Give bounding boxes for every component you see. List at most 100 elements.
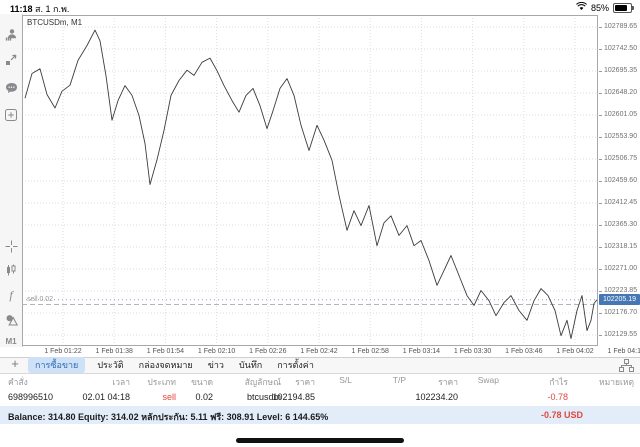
time-axis-label: 1 Feb 03:14 bbox=[402, 348, 441, 355]
table-header-type: ประเภท bbox=[147, 377, 176, 387]
chart-svg[interactable] bbox=[22, 15, 598, 346]
price-axis-tick bbox=[599, 203, 602, 204]
time-axis-label: 1 Feb 03:30 bbox=[453, 348, 492, 355]
trade-icon[interactable] bbox=[0, 51, 22, 69]
tab-item[interactable]: ข่าว bbox=[207, 359, 224, 370]
time-axis[interactable]: 1 Feb 01:22 1 Feb 01:38 1 Feb 01:54 1 Feb 0… bbox=[22, 347, 640, 357]
price-axis-label: 102459.60 bbox=[604, 177, 638, 184]
battery-percent: 85% bbox=[590, 2, 609, 13]
account-icon[interactable] bbox=[0, 25, 22, 43]
table-cell-volume: 0.02 bbox=[195, 392, 213, 402]
status-bar: 11:18 ส. 1 ก.พ. 85% bbox=[0, 0, 640, 14]
indicators-icon[interactable]: f bbox=[9, 287, 13, 302]
price-axis-tick bbox=[599, 137, 602, 138]
time-axis-label: 1 Feb 01:22 bbox=[44, 348, 82, 355]
price-axis-label: 102695.35 bbox=[604, 67, 638, 74]
price-axis-tick bbox=[599, 27, 602, 28]
table-header-swap: Swap bbox=[477, 375, 499, 385]
table-header-volume: ขนาด bbox=[191, 377, 213, 387]
table-cell-type: sell bbox=[162, 392, 176, 402]
price-axis-label: 102176.70 bbox=[604, 309, 638, 316]
price-axis-tick bbox=[599, 71, 602, 72]
table-cell-symbol: btcusdm bbox=[246, 392, 281, 402]
price-axis-tick bbox=[599, 269, 602, 270]
chart-symbol-label: BTCUSDm, M1 bbox=[27, 18, 83, 27]
price-axis-tick bbox=[599, 291, 602, 292]
price-axis-label: 102365.30 bbox=[604, 221, 638, 228]
time-axis-label: 1 Feb 02:10 bbox=[197, 348, 236, 355]
price-axis-label: 102506.75 bbox=[604, 155, 638, 162]
time-axis-label: 1 Feb 01:38 bbox=[95, 348, 133, 355]
table-cell-profit: -0.78 bbox=[547, 392, 568, 402]
floating-profit-loss: -0.78 USD bbox=[540, 410, 583, 420]
price-axis-label: 102129.55 bbox=[604, 331, 638, 338]
price-axis-label: 102742.50 bbox=[604, 45, 638, 52]
time-axis-label: 1 Feb 02:26 bbox=[249, 348, 287, 355]
table-header-tp: T/P bbox=[392, 375, 406, 385]
price-axis-tick bbox=[599, 247, 602, 248]
status-clock: 11:18 ส. 1 ก.พ. bbox=[10, 2, 69, 16]
table-header-comment: หมายเหตุ bbox=[599, 377, 634, 387]
table-header-symbol: สัญลักษณ์ bbox=[244, 377, 281, 387]
table-header-profit: กำไร bbox=[549, 377, 568, 387]
price-axis-label: 102318.15 bbox=[604, 243, 638, 250]
position-sell-label: sell 0.02 bbox=[27, 295, 54, 303]
price-axis-label: 102223.85 bbox=[604, 287, 638, 294]
balance-bar: Balance: 314.80 Equity: 314.02 หลักประกั… bbox=[0, 406, 640, 424]
status-time: 11:18 bbox=[10, 4, 33, 14]
time-axis-label: 1 Feb 04:18 bbox=[607, 348, 640, 355]
chart-type-icon[interactable] bbox=[0, 261, 22, 279]
time-axis-label: 1 Feb 02:58 bbox=[351, 348, 389, 355]
chart-grid bbox=[22, 15, 598, 346]
balance-summary: Balance: 314.80 Equity: 314.02 หลักประกั… bbox=[8, 412, 329, 422]
price-axis-label: 102271.00 bbox=[604, 265, 638, 272]
tab-bar bbox=[0, 357, 640, 374]
tab-item[interactable]: บันทึก bbox=[238, 359, 263, 370]
price-axis-tick bbox=[599, 335, 602, 336]
table-header-order: คำสั่ง bbox=[8, 377, 28, 387]
home-indicator[interactable] bbox=[236, 438, 404, 443]
time-axis-label: 1 Feb 01:54 bbox=[146, 348, 185, 355]
price-axis-tick bbox=[599, 159, 602, 160]
chart-border bbox=[22, 15, 598, 346]
table-cell-order: 698996510 bbox=[8, 392, 54, 402]
price-axis-tick bbox=[599, 115, 602, 116]
status-indicators: 85% bbox=[576, 1, 634, 13]
wifi-icon bbox=[576, 1, 587, 13]
current-price-badge: 102205.19 bbox=[599, 294, 640, 306]
tab-item[interactable]: ประวัติ bbox=[97, 359, 124, 370]
objects-icon[interactable] bbox=[0, 311, 22, 329]
price-axis-tick bbox=[599, 49, 602, 50]
time-axis-label: 1 Feb 02:42 bbox=[300, 348, 338, 355]
trade-table-row[interactable]: 698996510 02.01 04:18 sell 0.02 btcusdm 10219… bbox=[0, 388, 640, 406]
tab-item[interactable]: กล่องจดหมาย bbox=[138, 359, 193, 370]
battery-icon bbox=[613, 2, 634, 13]
sidebar-toolbar: f M1 bbox=[0, 14, 23, 347]
table-cell-current-price: 102234.20 bbox=[415, 392, 458, 402]
new-chart-icon[interactable] bbox=[0, 106, 22, 124]
price-axis-label: 102553.90 bbox=[604, 133, 638, 140]
price-axis-label: 102789.65 bbox=[604, 23, 638, 30]
price-axis-tick bbox=[599, 225, 602, 226]
tab-item[interactable]: การตั้งค่า bbox=[277, 359, 314, 370]
layout-columns-icon[interactable] bbox=[619, 359, 634, 377]
chart-area[interactable]: BTCUSDm, M1 sell 0.02 bbox=[22, 15, 598, 346]
table-header-time: เวลา bbox=[112, 377, 130, 387]
time-axis-label: 1 Feb 03:46 bbox=[505, 348, 543, 355]
tab-item[interactable]: การซื้อขาย bbox=[28, 356, 86, 373]
timeframe-button[interactable]: M1 bbox=[5, 336, 17, 346]
new-order-button[interactable]: + bbox=[11, 356, 19, 371]
price-axis-tick bbox=[599, 313, 602, 314]
price-axis-label: 102412.45 bbox=[604, 199, 638, 206]
chat-icon[interactable] bbox=[0, 79, 22, 97]
price-axis-tick bbox=[599, 181, 602, 182]
status-date: ส. 1 ก.พ. bbox=[35, 4, 70, 14]
time-axis-label: 1 Feb 04:02 bbox=[556, 348, 594, 355]
table-cell-open-price: 102194.85 bbox=[272, 392, 315, 402]
price-axis[interactable]: 102205.19 102789.65 102742.50 102695.35 102… bbox=[599, 14, 640, 347]
crosshair-icon[interactable] bbox=[0, 237, 22, 255]
price-axis-label: 102601.05 bbox=[604, 111, 638, 118]
table-cell-time: 02.01 04:18 bbox=[82, 392, 130, 402]
table-header-sl: S/L bbox=[339, 375, 352, 385]
